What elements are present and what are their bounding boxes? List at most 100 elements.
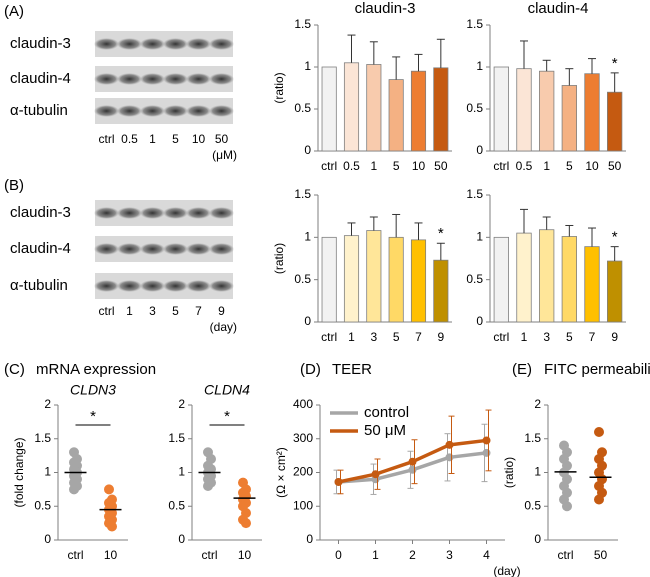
blot-band	[116, 280, 143, 292]
x-tick-label: 9	[437, 330, 444, 344]
blot-band	[208, 38, 235, 50]
bar	[388, 79, 404, 152]
blot-band	[93, 207, 120, 219]
panel-label: (C)	[4, 361, 25, 378]
x-tick-label: 1	[543, 159, 550, 173]
y-tick-label: 1.5	[466, 187, 483, 201]
bar	[366, 230, 382, 323]
bar	[321, 66, 337, 152]
x-tick-label: ctrl	[321, 330, 337, 344]
chart-title: claudin-4	[528, 0, 589, 17]
data-point	[107, 521, 117, 532]
x-tick-label: 7	[415, 330, 422, 344]
blot-band	[93, 105, 120, 117]
y-tick-label: 0.5	[524, 498, 541, 512]
lane-label: 0.5	[121, 132, 138, 146]
x-tick-label: 1	[370, 159, 377, 173]
y-tick-label: 0	[306, 532, 313, 546]
chart-title: CLDN4	[204, 382, 250, 398]
data-point	[371, 470, 380, 479]
bar	[539, 229, 555, 323]
y-tick-label: 0.5	[466, 272, 483, 286]
data-point	[594, 427, 604, 437]
bar	[584, 73, 600, 152]
bar	[433, 259, 449, 323]
x-tick-label: 50	[434, 159, 448, 173]
y-tick-label: 0.5	[168, 498, 185, 512]
bar	[493, 66, 509, 152]
y-tick-label: 0	[476, 143, 483, 157]
x-tick-label: 1	[348, 330, 355, 344]
blot-band	[139, 207, 166, 219]
y-tick-label: 1.5	[168, 431, 185, 445]
chart-title: CLDN3	[70, 382, 116, 398]
x-tick-label: 1	[521, 330, 528, 344]
blot-band	[93, 243, 120, 255]
x-tick-label: 0.5	[343, 159, 360, 173]
blot-band	[93, 73, 120, 85]
x-tick-label: 3	[370, 330, 377, 344]
blot-band	[208, 105, 235, 117]
y-tick-label: 1	[476, 59, 483, 73]
blot-band	[162, 207, 189, 219]
y-tick-label: 0	[44, 532, 51, 546]
y-tick-label: 100	[293, 498, 313, 512]
x-tick-label: 5	[566, 159, 573, 173]
bar	[584, 246, 600, 323]
x-tick-label: 50	[594, 548, 608, 562]
x-tick-label: 5	[566, 330, 573, 344]
bar	[493, 236, 509, 323]
bar	[343, 235, 360, 323]
x-tick-label: 1	[372, 548, 379, 562]
bar	[321, 236, 337, 323]
blot-band	[208, 243, 235, 255]
bar	[410, 239, 427, 323]
y-axis-label: (fold change)	[12, 437, 26, 507]
bar	[410, 70, 427, 152]
x-tick-label: 4	[483, 548, 490, 562]
bar	[388, 236, 404, 323]
bar	[561, 85, 577, 152]
blot-row-label: α-tubulin	[10, 102, 68, 119]
panel-title: mRNA expression	[36, 361, 156, 378]
significance-mark: *	[438, 225, 444, 242]
significance-mark: *	[612, 55, 618, 72]
lane-label: 10	[192, 132, 206, 146]
lane-label: 5	[172, 132, 179, 146]
x-tick-label: 3	[446, 548, 453, 562]
blot-band	[93, 280, 120, 292]
blot-band	[116, 105, 143, 117]
y-tick-label: 0.5	[466, 101, 483, 115]
data-point	[408, 457, 417, 466]
blot-band	[162, 280, 189, 292]
data-point	[241, 518, 251, 529]
lane-label: 7	[195, 304, 202, 318]
blot-band	[139, 73, 166, 85]
y-tick-label: 1.5	[34, 431, 51, 445]
blot-band	[116, 207, 143, 219]
blot-row-label: claudin-4	[10, 70, 71, 87]
panel-label: (E)	[512, 361, 532, 378]
blot-band	[162, 105, 189, 117]
data-point	[69, 484, 79, 495]
data-point	[562, 501, 572, 512]
data-point	[104, 484, 114, 495]
panel-label: (A)	[4, 3, 24, 20]
y-tick-label: 0	[534, 532, 541, 546]
x-tick-label: 9	[611, 330, 618, 344]
y-tick-label: 1	[304, 230, 311, 244]
bar	[539, 70, 555, 152]
panel-label: (B)	[4, 177, 24, 194]
y-axis-label: (ratio)	[272, 72, 286, 103]
legend-label: 50 μM	[364, 422, 406, 439]
bar	[607, 260, 623, 323]
y-tick-label: 200	[293, 465, 313, 479]
blot-band	[162, 243, 189, 255]
data-point	[334, 477, 343, 486]
legend-label: control	[364, 404, 409, 421]
data-point	[445, 453, 454, 462]
significance-mark: *	[90, 408, 96, 425]
data-point	[203, 481, 213, 491]
y-tick-label: 1.5	[466, 17, 483, 31]
